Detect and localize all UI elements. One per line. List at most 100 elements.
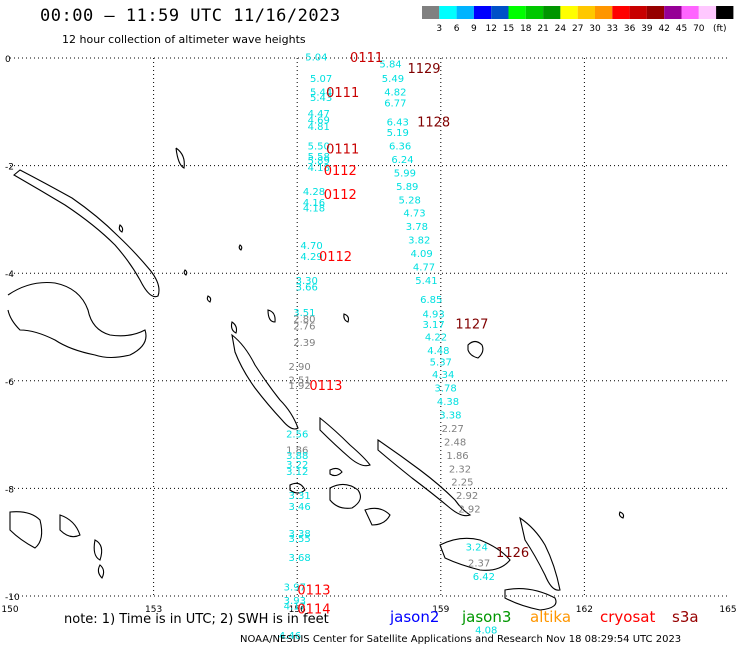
- legend-tick-label: 27: [572, 24, 583, 34]
- wave-height-value: 6.36: [389, 141, 411, 152]
- wave-height-value: 2.80: [293, 315, 315, 326]
- legend-tick-label: 18: [520, 24, 532, 34]
- wave-height-value: 4.81: [308, 122, 330, 133]
- wave-height-value: 3.55: [288, 534, 310, 545]
- wave-height-value: 4.28: [303, 187, 325, 198]
- legend-tick-label: 45: [676, 24, 687, 34]
- legend-tick-label: 12: [485, 24, 496, 34]
- wave-height-value: 2.90: [288, 362, 310, 373]
- legend-swatch: [664, 6, 682, 19]
- wave-height-value: 6.24: [391, 155, 413, 166]
- wave-height-value: 6.42: [473, 572, 495, 583]
- track-time-label: 1126: [496, 546, 529, 561]
- wave-height-value: 2.39: [293, 338, 315, 349]
- altimeter-track-values: 5.045.075.445.434.474.694.815.505.585.89…: [279, 53, 498, 642]
- legend-tick-label: 3: [436, 24, 442, 34]
- footer-note: note: 1) Time is in UTC; 2) SWH is in fe…: [64, 612, 329, 627]
- wave-height-value: 4.16: [303, 198, 325, 209]
- y-tick-label: -4: [5, 270, 14, 280]
- legend-tick-label: 30: [589, 24, 601, 34]
- wave-height-value: 3.51: [293, 308, 315, 319]
- y-tick-label: -10: [5, 593, 20, 603]
- legend-swatch: [595, 6, 613, 19]
- wave-height-value: 4.18: [308, 163, 330, 174]
- x-tick-label: 153: [145, 605, 162, 615]
- wave-height-value: 4.47: [308, 109, 330, 120]
- legend-swatch: [543, 6, 561, 19]
- legend-tick-label: 39: [641, 24, 653, 34]
- wave-height-value: 5.41: [415, 276, 437, 287]
- wave-height-value: 3.88: [286, 451, 308, 462]
- x-tick-label: 150: [1, 605, 18, 615]
- wave-height-value: 1.86: [286, 445, 308, 456]
- legend-swatch: [716, 6, 734, 19]
- wave-height-value: 3.68: [288, 553, 310, 564]
- wave-height-value: 5.58: [308, 152, 330, 163]
- lat-lon-grid: 150 153 156 159 162 165 0 -2 -4 -6 -8 -10: [1, 55, 736, 615]
- x-tick-label: 165: [719, 605, 736, 615]
- mission-s3a: s3a: [672, 608, 699, 626]
- legend-swatch: [577, 6, 595, 19]
- legend-tick-label: 70: [693, 24, 705, 34]
- wave-height-value: 5.49: [382, 74, 404, 85]
- wave-height-value: 2.92: [456, 491, 478, 502]
- wave-height-value: 5.07: [310, 74, 332, 85]
- wave-height-value: 4.73: [403, 209, 425, 220]
- wave-height-value: 2.27: [442, 424, 464, 435]
- wave-height-value: 4.17: [284, 601, 306, 612]
- wave-height-value: 6.43: [387, 117, 409, 128]
- wave-height-value: 5.04: [305, 53, 327, 64]
- legend-swatch: [698, 6, 717, 19]
- wave-height-value: 4.93: [422, 309, 444, 320]
- wave-height-value: 3.46: [288, 502, 310, 513]
- legend-swatch: [525, 6, 544, 19]
- wave-height-value: 1.92: [288, 381, 310, 392]
- legend-swatch: [560, 6, 578, 19]
- wave-height-value: 5.84: [379, 60, 401, 71]
- legend-swatch: [629, 6, 647, 19]
- legend-swatch: [646, 6, 665, 19]
- wave-height-value: 1.86: [446, 451, 468, 462]
- track-time-label: 0113: [297, 584, 330, 599]
- legend-swatch: [681, 6, 699, 19]
- wave-height-value: 4.38: [437, 397, 459, 408]
- y-tick-label: -2: [5, 163, 14, 173]
- wave-height-value: 3.24: [466, 542, 488, 553]
- mission-altika: altika: [530, 608, 572, 626]
- wave-height-value: 2.92: [458, 505, 480, 516]
- wave-height-value: 3.38: [439, 410, 461, 421]
- credit-line: NOAA/NESDIS Center for Satellite Applica…: [240, 634, 682, 645]
- track-time-label: 0112: [324, 164, 357, 179]
- wave-height-value: 4.09: [411, 249, 433, 260]
- track-time-label: 0111: [326, 86, 359, 101]
- wave-height-value: 5.50: [308, 141, 330, 152]
- track-time-label: 0112: [319, 250, 352, 265]
- wave-height-value: 5.19: [387, 128, 409, 139]
- track-time-label: 1127: [455, 317, 488, 332]
- wave-height-value: 5.99: [394, 168, 416, 179]
- y-tick-label: -6: [5, 378, 14, 388]
- wave-height-value: 5.28: [399, 195, 421, 206]
- wave-height-value: 3.38: [288, 529, 310, 540]
- wave-height-value: 5.37: [430, 358, 452, 369]
- track-time-label: 0112: [324, 188, 357, 203]
- wave-height-value: 4.18: [303, 203, 325, 214]
- legend-tick-label: 24: [555, 24, 567, 34]
- wave-height-value: 2.51: [288, 375, 310, 386]
- wave-height-value: 4.08: [475, 626, 497, 637]
- wave-height-value: 4.69: [308, 116, 330, 127]
- wave-height-value: 5.89: [308, 156, 330, 167]
- wave-height-value: 3.31: [288, 491, 310, 502]
- legend-swatch: [491, 6, 509, 19]
- mission-jason3: jason3: [462, 608, 512, 626]
- x-tick-label: 162: [576, 605, 593, 615]
- track-time-label: 0114: [297, 602, 330, 617]
- chart-title: 00:00 – 11:59 UTC 11/16/2023: [40, 6, 341, 26]
- wave-height-value: 6.77: [384, 98, 406, 109]
- legend-tick-label: 6: [454, 24, 460, 34]
- wave-height-value: 4.34: [432, 370, 454, 381]
- mission-cryosat: cryosat: [600, 608, 656, 626]
- legend-tick-label: 9: [471, 24, 477, 34]
- wave-height-value: 5.89: [396, 182, 418, 193]
